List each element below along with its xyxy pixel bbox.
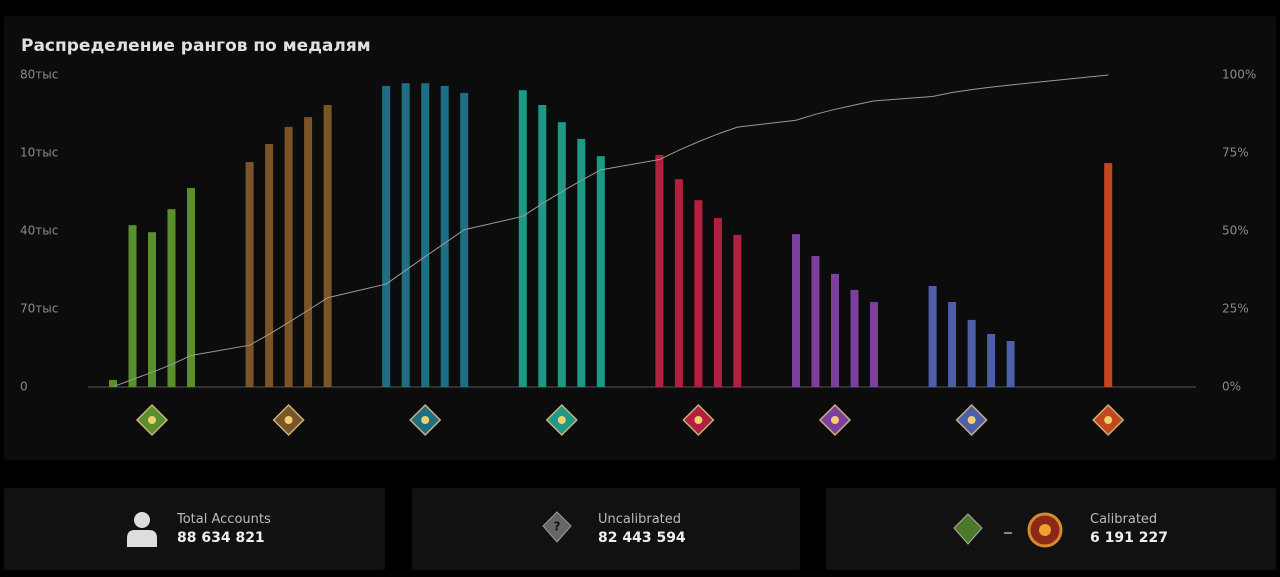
bar (948, 301, 957, 387)
bar (596, 156, 605, 387)
medal-icon-center (1104, 416, 1113, 424)
bar (109, 379, 117, 387)
bar (1006, 340, 1015, 387)
stat-value: 88 634 821 (177, 530, 265, 546)
y-tick-label: 10тыс (20, 146, 58, 160)
y-tick-label: 70тыс (20, 302, 58, 316)
bar (674, 179, 683, 387)
bar (928, 285, 937, 387)
bar (284, 126, 293, 388)
stat-card: ? Uncalibrated 82 443 594 (412, 488, 800, 570)
bar (831, 273, 839, 387)
medal-icon-center (557, 416, 566, 424)
y2-tick-label: 25% (1222, 302, 1249, 316)
bar (304, 117, 313, 388)
medal-icon-center (967, 416, 976, 424)
y-tick-label: 0 (20, 380, 28, 394)
bar (733, 234, 742, 387)
stat-label: Total Accounts (177, 512, 271, 527)
medal-icon-center (831, 416, 839, 424)
cumulative-line (112, 74, 1109, 388)
bar (323, 105, 332, 387)
stat-card: Total Accounts 88 634 821 (4, 488, 385, 570)
bar (538, 105, 547, 387)
bar (967, 319, 976, 387)
bar (850, 289, 859, 387)
bar (694, 200, 703, 387)
chart-panel (4, 16, 1276, 460)
stat-label: Uncalibrated (598, 512, 682, 527)
bar (382, 85, 391, 388)
bar (401, 83, 410, 387)
svg-text:?: ? (554, 520, 561, 534)
medal-icon-center (284, 416, 293, 424)
bar (148, 232, 156, 387)
medal-icon-center (421, 416, 430, 424)
calibrated-icons (953, 512, 1063, 548)
uncalibrated-icon: ? (542, 511, 572, 543)
y2-tick-label: 0% (1222, 380, 1241, 394)
bar (128, 225, 137, 387)
bar (245, 161, 254, 387)
y2-tick-label: 50% (1222, 224, 1249, 238)
stat-value: 82 443 594 (598, 530, 686, 546)
bar (811, 255, 820, 387)
user-icon (127, 512, 157, 547)
bar (518, 90, 527, 388)
bar (187, 188, 195, 387)
bar (460, 92, 469, 387)
bar (421, 83, 430, 387)
bar (713, 218, 722, 387)
medal-icon-center (694, 416, 703, 424)
y2-tick-label: 75% (1222, 146, 1249, 160)
medal-icon-center (148, 416, 156, 424)
stat-label: Calibrated (1090, 512, 1158, 527)
bar (792, 234, 800, 387)
y-tick-label: 80тыс (20, 68, 58, 82)
chart-title: Распределение рангов по медалям (21, 36, 371, 56)
bar (1104, 163, 1113, 387)
bar (655, 154, 664, 387)
bar (577, 138, 586, 387)
bar (265, 144, 274, 387)
bar (870, 301, 878, 387)
y2-tick-label: 100% (1222, 68, 1256, 82)
bar (557, 122, 566, 387)
bar (987, 333, 996, 387)
chart: Распределение рангов по медалям 0 70тыс 40… (20, 36, 1256, 437)
bar (167, 209, 176, 387)
bar (440, 85, 449, 388)
stat-value: 6 191 227 (1090, 530, 1168, 546)
y-tick-label: 40тыс (20, 224, 58, 238)
stat-card: Calibrated 6 191 227 (826, 488, 1276, 570)
